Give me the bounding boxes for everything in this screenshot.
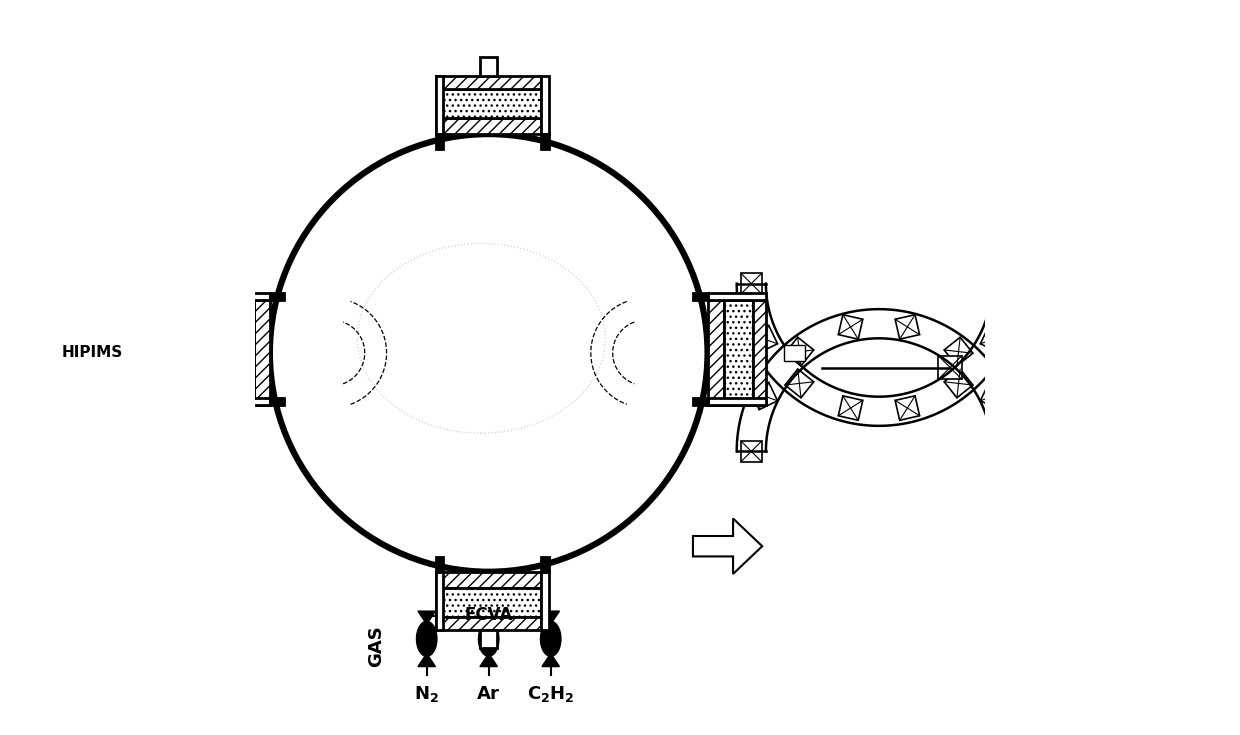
Polygon shape (838, 396, 863, 420)
Bar (693, 293, 708, 301)
Bar (784, 345, 805, 361)
Bar (436, 588, 541, 617)
Ellipse shape (541, 621, 560, 656)
Polygon shape (981, 326, 1008, 353)
Ellipse shape (417, 621, 436, 656)
Bar (436, 76, 541, 89)
Polygon shape (750, 382, 777, 409)
Polygon shape (418, 611, 435, 624)
Ellipse shape (479, 621, 498, 656)
Bar (212, 398, 270, 406)
Polygon shape (785, 369, 813, 398)
Bar (436, 557, 444, 572)
Bar (436, 89, 541, 118)
Bar (167, 345, 187, 361)
Bar (270, 293, 284, 301)
Bar (193, 344, 212, 362)
Bar (436, 118, 541, 134)
Polygon shape (981, 382, 1008, 409)
Polygon shape (418, 653, 435, 667)
Bar (693, 398, 708, 406)
Text: $\mathbf{N_2}$: $\mathbf{N_2}$ (414, 684, 439, 703)
Polygon shape (944, 369, 973, 398)
Bar (436, 572, 444, 630)
Polygon shape (542, 611, 559, 624)
Text: FCVA: FCVA (465, 606, 513, 624)
Polygon shape (480, 611, 497, 624)
Bar (708, 301, 724, 406)
Bar (436, 617, 541, 630)
Bar (753, 301, 766, 406)
Bar (436, 134, 444, 148)
Text: $\mathbf{Ar}$: $\mathbf{Ar}$ (476, 684, 501, 703)
Bar (436, 572, 541, 588)
Bar (480, 57, 497, 76)
Polygon shape (939, 356, 962, 379)
Bar (1043, 260, 1071, 269)
Bar (541, 76, 548, 134)
Polygon shape (944, 337, 973, 366)
Bar (541, 572, 548, 630)
Text: GAS: GAS (367, 625, 384, 667)
Polygon shape (785, 337, 813, 366)
Polygon shape (542, 653, 559, 667)
Bar (708, 293, 766, 301)
Text: $\mathbf{C_2H_2}$: $\mathbf{C_2H_2}$ (527, 684, 574, 703)
Bar (724, 301, 753, 406)
Bar (224, 301, 254, 406)
Polygon shape (997, 441, 1017, 462)
Bar (270, 398, 284, 406)
Text: HIPIMS: HIPIMS (62, 345, 123, 360)
Bar (254, 301, 270, 406)
Polygon shape (742, 441, 761, 462)
Polygon shape (742, 273, 761, 294)
Polygon shape (997, 273, 1017, 294)
Bar (212, 293, 270, 301)
Bar (1043, 298, 1071, 307)
Polygon shape (895, 396, 920, 420)
Bar (1049, 260, 1065, 307)
Bar (212, 301, 224, 406)
Bar (708, 398, 766, 406)
Bar (480, 630, 497, 648)
Polygon shape (750, 326, 777, 353)
Polygon shape (895, 315, 920, 339)
Polygon shape (480, 653, 497, 667)
Bar (436, 76, 444, 134)
Polygon shape (838, 315, 863, 339)
Bar (541, 134, 548, 148)
Bar (541, 557, 548, 572)
Polygon shape (693, 518, 763, 574)
